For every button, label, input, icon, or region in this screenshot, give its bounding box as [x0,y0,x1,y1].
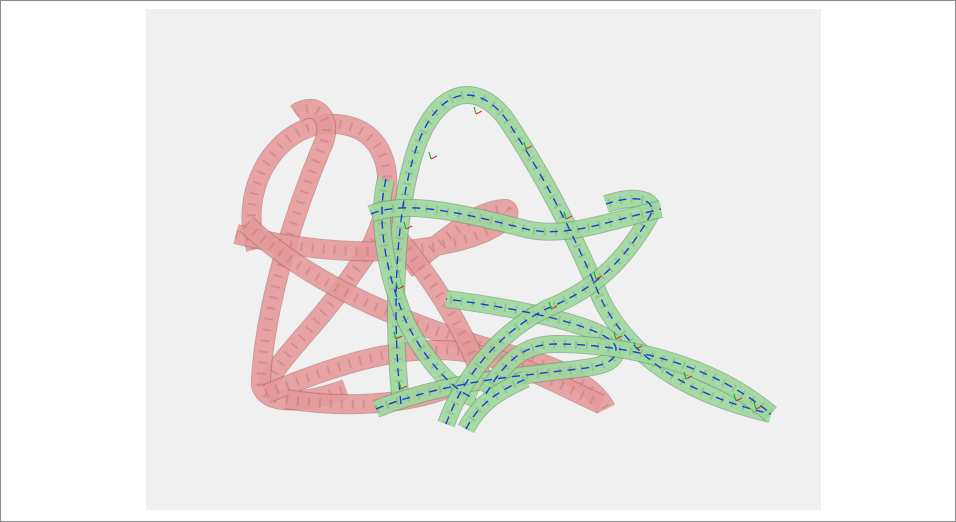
green-centerline-3 [445,198,653,425]
axis-x-tick [397,285,405,290]
axis-x-tick [525,145,533,150]
axis-x-tick [430,155,438,160]
axis-x-tick [735,397,743,402]
axis-y-tick [393,331,397,340]
axis-y-tick [403,221,407,230]
axis-x-tick [400,385,408,390]
axis-x-tick [565,215,573,220]
scene-canvas[interactable] [146,9,821,510]
axis-x-tick [475,110,483,115]
axis-y-tick [633,341,637,350]
green-centerline-4 [370,207,662,233]
axis-y-tick [733,393,737,402]
red-segment-1-segments [256,104,348,405]
axis-x-tick [685,375,693,380]
frame-axes [393,106,763,410]
axis-y-tick [593,271,597,280]
green-centerline-5 [485,343,772,415]
axis-y-tick [395,281,399,290]
green-centerline-2 [375,298,617,410]
axis-y-tick [613,331,617,340]
3d-viewport[interactable] [146,9,821,510]
axis-y-tick [428,151,432,160]
green-centerline-0 [395,94,772,415]
axis-x-tick [395,335,403,340]
red-segment-0-body [242,114,397,393]
axis-y-tick [753,401,757,410]
green-centerline-6 [465,378,527,430]
axis-x-tick [405,225,413,230]
green-swept-tube[interactable] [367,86,777,434]
axis-x-tick [550,305,558,310]
axis-x-tick [595,275,603,280]
axis-y-tick [398,381,402,390]
axis-x-tick [755,405,763,410]
axis-y-tick [523,141,527,150]
axis-y-tick [683,371,687,380]
axis-y-tick [548,301,552,310]
axis-x-tick [635,345,643,350]
red-segment-3-segments [242,220,611,412]
axis-y-tick [473,106,477,115]
axis-y-tick [563,211,567,220]
red-segment-2-body [233,200,518,277]
green-centerline-1 [381,178,477,400]
axis-x-tick [615,335,623,340]
